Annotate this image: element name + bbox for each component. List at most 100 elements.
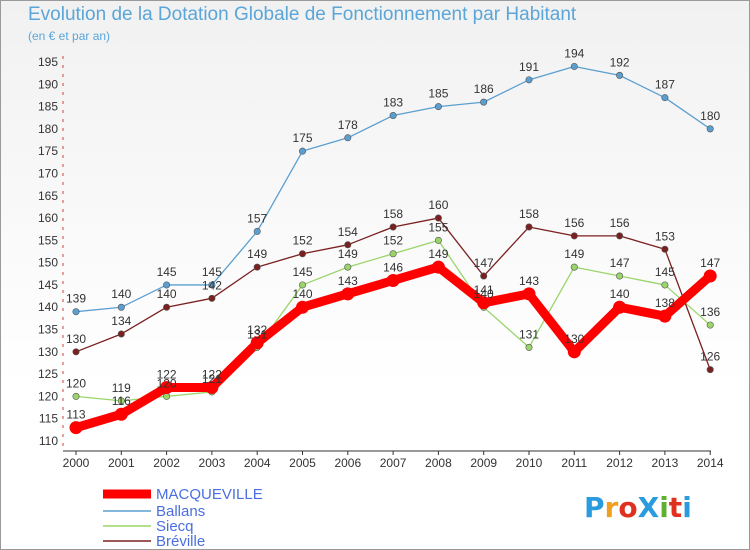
data-point xyxy=(389,223,397,231)
x-tick-label: 2004 xyxy=(244,456,271,470)
data-point xyxy=(72,392,80,400)
data-point xyxy=(72,348,80,356)
data-point xyxy=(570,62,578,70)
data-point xyxy=(117,303,125,311)
x-tick-label: 2013 xyxy=(652,456,679,470)
data-point xyxy=(525,343,533,351)
data-label: 160 xyxy=(428,198,448,212)
data-label: 158 xyxy=(383,207,403,221)
data-label: 149 xyxy=(247,247,267,261)
data-label: 185 xyxy=(428,87,448,101)
data-label: 156 xyxy=(610,216,630,230)
data-point xyxy=(661,94,669,102)
data-label: 145 xyxy=(157,265,177,279)
data-point xyxy=(163,303,171,311)
data-label: 152 xyxy=(292,234,312,248)
data-label: 130 xyxy=(564,332,584,346)
data-label: 116 xyxy=(112,394,131,408)
data-point xyxy=(386,273,400,287)
data-label: 143 xyxy=(338,274,358,288)
y-tick-label: 170 xyxy=(38,166,58,180)
data-point xyxy=(431,260,445,274)
x-tick-label: 2011 xyxy=(561,456,587,470)
y-tick-label: 125 xyxy=(38,367,58,381)
data-label: 122 xyxy=(202,367,222,381)
data-point xyxy=(160,380,174,394)
chart-subtitle: (en € et par an) xyxy=(28,29,111,43)
y-tick-label: 140 xyxy=(38,300,58,314)
data-point xyxy=(706,321,714,329)
data-point xyxy=(567,345,581,359)
data-point xyxy=(296,300,309,314)
data-label: 140 xyxy=(474,287,494,301)
data-label: 131 xyxy=(247,327,267,341)
data-label: 145 xyxy=(202,265,222,279)
x-tick-label: 2003 xyxy=(199,456,226,470)
data-label: 140 xyxy=(610,287,630,301)
x-tick-label: 2006 xyxy=(334,456,361,470)
data-point xyxy=(253,227,261,235)
data-point xyxy=(389,250,397,258)
x-tick-label: 2007 xyxy=(380,456,407,470)
y-tick-label: 115 xyxy=(39,412,58,426)
data-point xyxy=(703,269,717,283)
data-label: 119 xyxy=(112,381,131,395)
data-point xyxy=(117,397,125,405)
legend-label: Ballans xyxy=(156,503,205,520)
data-point xyxy=(344,263,352,271)
y-tick-label: 130 xyxy=(38,345,58,359)
data-label: 155 xyxy=(428,220,448,234)
y-tick-label: 190 xyxy=(38,77,58,91)
x-tick-label: 2009 xyxy=(470,456,497,470)
y-tick-label: 165 xyxy=(38,189,58,203)
data-label: 154 xyxy=(338,225,358,239)
y-tick-label: 155 xyxy=(38,233,58,247)
data-label: 157 xyxy=(247,211,267,225)
data-label: 180 xyxy=(700,109,720,123)
data-point xyxy=(298,250,306,258)
x-tick-label: 2002 xyxy=(153,456,180,470)
data-point xyxy=(480,272,488,280)
y-tick-label: 160 xyxy=(38,211,58,225)
data-points xyxy=(69,62,717,435)
x-tick-label: 2001 xyxy=(108,456,135,470)
data-label: 136 xyxy=(700,305,720,319)
data-label: 152 xyxy=(383,234,403,248)
data-label: 143 xyxy=(519,274,539,288)
data-point xyxy=(658,309,672,323)
data-point xyxy=(480,98,488,106)
data-label: 120 xyxy=(157,376,177,390)
data-label: 130 xyxy=(66,332,86,346)
x-tick-label: 2014 xyxy=(697,456,724,470)
chart-title: Evolution de la Dotation Globale de Fonc… xyxy=(28,4,577,25)
data-label: 138 xyxy=(655,296,675,310)
data-label: 175 xyxy=(292,131,312,145)
data-label: 121 xyxy=(202,372,222,386)
data-label: 145 xyxy=(292,265,312,279)
data-label: 186 xyxy=(474,82,494,96)
data-label: 141 xyxy=(474,283,494,297)
data-label: 149 xyxy=(338,247,358,261)
data-label: 192 xyxy=(610,55,630,69)
legend-label: Siecq xyxy=(156,518,194,535)
data-label: 132 xyxy=(247,323,267,337)
data-point xyxy=(344,134,352,142)
data-point xyxy=(616,272,624,280)
data-point xyxy=(570,232,578,240)
data-label: 140 xyxy=(292,287,312,301)
data-point xyxy=(706,366,714,374)
data-point xyxy=(205,380,219,394)
data-label: 122 xyxy=(157,367,177,381)
data-point xyxy=(298,147,306,155)
data-point xyxy=(434,214,442,222)
data-label: 131 xyxy=(519,327,539,341)
data-point xyxy=(163,281,171,289)
x-tick-label: 2010 xyxy=(516,456,543,470)
y-tick-label: 195 xyxy=(38,55,58,69)
data-point xyxy=(616,71,624,79)
data-label: 147 xyxy=(700,256,720,270)
data-point xyxy=(389,112,397,120)
data-point xyxy=(570,263,578,271)
y-tick-label: 150 xyxy=(38,256,58,270)
